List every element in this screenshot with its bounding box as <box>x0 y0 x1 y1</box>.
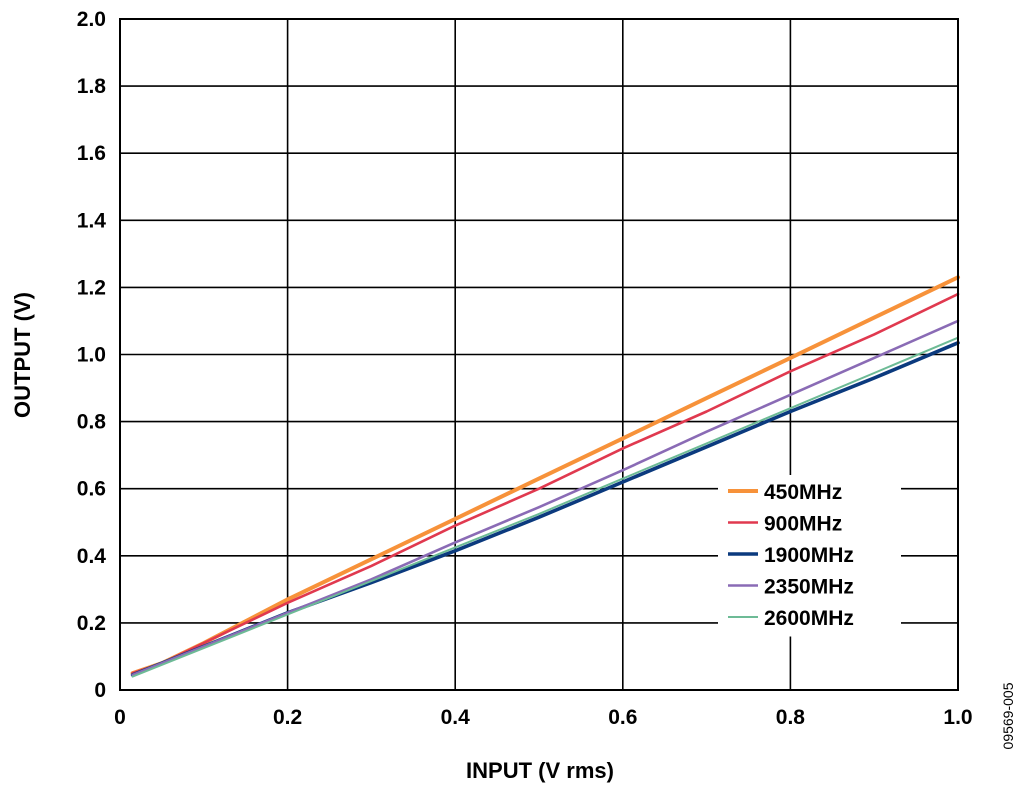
series-line-2350mhz <box>131 319 960 677</box>
y-tick-label: 0.8 <box>77 411 107 434</box>
legend-label-2350mhz: 2350MHz <box>764 576 854 599</box>
legend-label-450mhz: 450MHz <box>764 481 842 504</box>
x-tick-label: 0.2 <box>273 706 302 729</box>
figure-id: 09569-005 <box>1000 682 1016 749</box>
plot-frame <box>119 18 959 691</box>
x-tick-label: 1.0 <box>943 706 972 729</box>
legend-label-900mhz: 900MHz <box>764 513 842 536</box>
y-tick-label: 0.4 <box>77 545 107 568</box>
y-tick-label: 0 <box>94 679 106 702</box>
y-axis-title: OUTPUT (V) <box>10 292 35 418</box>
x-tick-label: 0.8 <box>776 706 806 729</box>
y-tick-label: 2.0 <box>77 8 106 31</box>
x-tick-label: 0.6 <box>608 706 637 729</box>
y-tick-label: 1.2 <box>77 276 106 299</box>
y-tick-label: 1.8 <box>77 75 107 98</box>
plot-series <box>130 275 960 678</box>
y-tick-label: 1.6 <box>77 142 106 165</box>
y-tick-label: 0.2 <box>77 612 106 635</box>
series-line-900mhz <box>131 292 960 675</box>
x-tick-label: 0 <box>114 706 126 729</box>
y-tick-label: 0.6 <box>77 478 106 501</box>
x-axis-title: INPUT (V rms) <box>466 758 614 783</box>
legend-label-1900mhz: 1900MHz <box>764 544 854 567</box>
legend: 450MHz 900MHz 1900MHz 2350MHz 2600MHz <box>718 475 901 637</box>
series-line-2600mhz <box>131 336 959 678</box>
tick-labels: 0 0.2 0.4 0.6 0.8 1.0 0 0.2 0.4 0.6 0.8 1.0 1.2 1.4 1.… <box>77 8 973 729</box>
y-tick-label: 1.4 <box>77 209 107 232</box>
x-tick-label: 0.4 <box>441 706 471 729</box>
y-tick-label: 1.0 <box>77 344 106 367</box>
legend-label-2600mhz: 2600MHz <box>764 607 854 630</box>
